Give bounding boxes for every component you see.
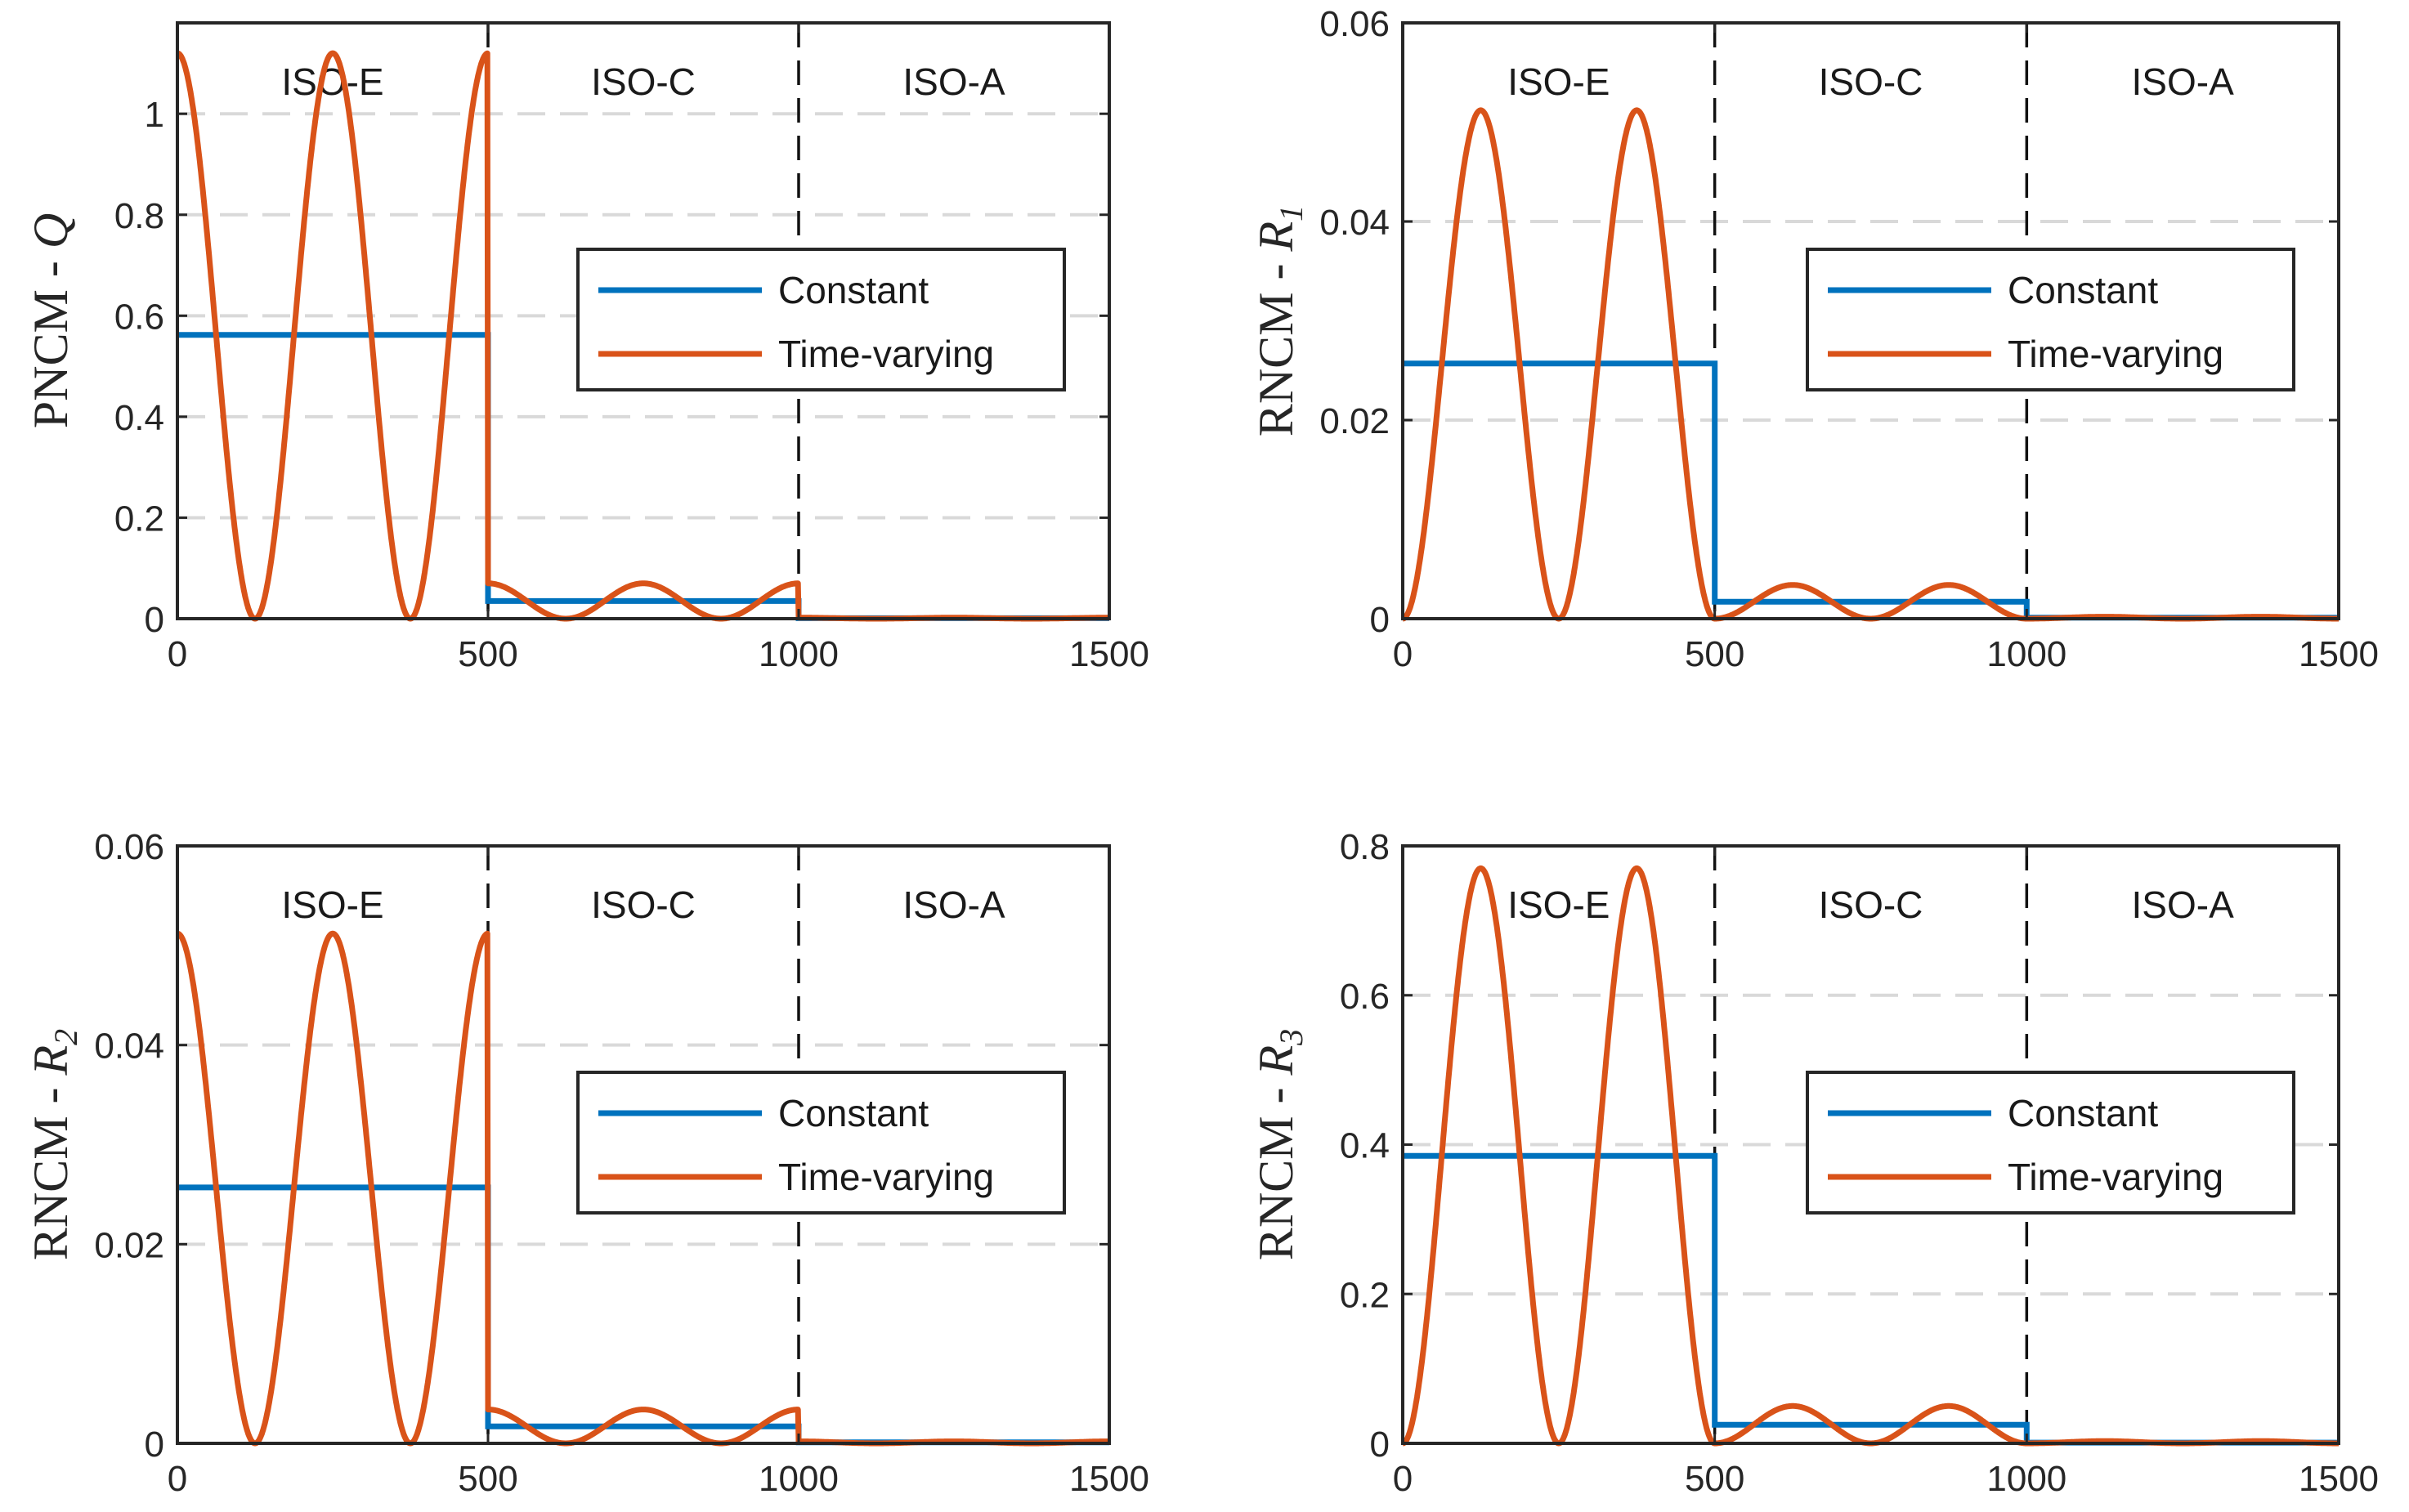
region-label: ISO-E [281, 60, 383, 103]
axes-box [1401, 21, 2340, 620]
legend: Constant Time-varying [1806, 1071, 2295, 1215]
y-tick-label: 0.8 [1340, 827, 1390, 867]
subplot-1: ISO-E ISO-C ISO-A 0 500 1000 1500 0 0.2 0.4 0.6 0.8… [24, 21, 1149, 674]
legend-box [1806, 248, 2295, 391]
region-label: ISO-E [1507, 60, 1610, 103]
legend-label: Constant [778, 269, 929, 311]
y-tick-label: 0.4 [114, 398, 164, 438]
y-tick-label: 1 [145, 95, 164, 135]
legend-label: Constant [2008, 269, 2158, 311]
region-label: ISO-A [2132, 60, 2235, 103]
x-tick-label: 0 [168, 1459, 187, 1499]
region-label: ISO-E [1507, 883, 1610, 926]
y-tick-label: 0 [145, 600, 164, 640]
region-label: ISO-C [591, 60, 696, 103]
x-tick-label: 1000 [759, 634, 839, 674]
region-label: ISO-E [281, 883, 383, 926]
y-axis-label: RNCM - R2 [24, 1029, 84, 1260]
legend-label: Time-varying [2008, 333, 2223, 375]
legend-label: Time-varying [778, 1156, 994, 1198]
y-tick-label: 0.2 [114, 499, 164, 539]
x-tick-label: 1500 [1069, 1459, 1149, 1499]
legend: Constant Time-varying [576, 248, 1066, 391]
legend-box [1806, 1071, 2295, 1215]
subplot-4: ISO-E ISO-C ISO-A 0 500 1000 1500 0 0.2 0.4 0.6 0.8… [1249, 827, 2379, 1499]
y-tick-label: 0.04 [1319, 203, 1390, 243]
series-constant [177, 1184, 1109, 1446]
y-tick-label: 0.6 [1340, 977, 1390, 1017]
x-tick-label: 1500 [1069, 634, 1149, 674]
legend-box [576, 1071, 1066, 1215]
legend-label: Constant [778, 1092, 929, 1134]
y-tick-label: 0.6 [114, 297, 164, 337]
legend: Constant Time-varying [576, 1071, 1066, 1215]
legend: Constant Time-varying [1806, 248, 2295, 391]
y-tick-label: 0 [145, 1425, 164, 1465]
y-tick-label: 0.06 [94, 827, 164, 867]
region-label: ISO-A [902, 60, 1005, 103]
y-axis-label: RNCM - R3 [1249, 1029, 1310, 1260]
legend-box [576, 248, 1066, 391]
x-tick-label: 1500 [2299, 1459, 2379, 1499]
axes-box [176, 21, 1111, 620]
y-tick-label: 0.06 [1319, 4, 1390, 44]
x-tick-label: 0 [1393, 1459, 1413, 1499]
x-tick-label: 500 [1685, 1459, 1744, 1499]
x-tick-label: 500 [1685, 634, 1744, 674]
region-label: ISO-C [1819, 60, 1923, 103]
x-tick-label: 1000 [1986, 1459, 2066, 1499]
y-axis-label: PNCM - Q [24, 213, 78, 428]
x-tick-label: 1000 [1986, 634, 2066, 674]
legend-label: Constant [2008, 1092, 2158, 1134]
y-tick-label: 0.02 [1319, 401, 1390, 441]
y-tick-label: 0.04 [94, 1027, 164, 1067]
region-label: ISO-C [591, 883, 696, 926]
x-tick-label: 0 [1393, 634, 1413, 674]
region-label: ISO-A [2132, 883, 2235, 926]
y-tick-label: 0.2 [1340, 1275, 1390, 1315]
series-time-varying [175, 930, 1112, 1447]
x-tick-label: 1500 [2299, 634, 2379, 674]
region-label: ISO-A [902, 883, 1005, 926]
x-tick-label: 500 [458, 1459, 517, 1499]
y-tick-label: 0 [1370, 600, 1390, 640]
y-tick-label: 0.8 [114, 196, 164, 236]
y-tick-label: 0 [1370, 1425, 1390, 1465]
subplot-2: ISO-E ISO-C ISO-A 0 500 1000 1500 0 0.02 0.04 0.06… [1249, 4, 2379, 674]
legend-label: Time-varying [778, 333, 994, 375]
x-tick-label: 0 [168, 634, 187, 674]
legend-label: Time-varying [2008, 1156, 2223, 1198]
x-tick-label: 500 [458, 634, 517, 674]
y-axis-label: RNCM - R1 [1249, 205, 1310, 436]
x-tick-label: 1000 [759, 1459, 839, 1499]
region-label: ISO-C [1819, 883, 1923, 926]
y-tick-label: 0.02 [94, 1225, 164, 1265]
subplot-3: ISO-E ISO-C ISO-A 0 500 1000 1500 0 0.02 0.04 0.06… [24, 827, 1149, 1499]
y-tick-label: 0.4 [1340, 1126, 1390, 1166]
axes-box [176, 844, 1111, 1445]
